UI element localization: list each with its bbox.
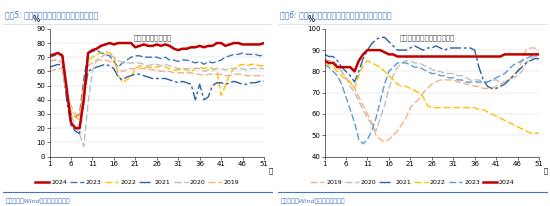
Text: 开工率：涤纶长丝；江浙地区: 开工率：涤纶长丝；江浙地区 (400, 34, 455, 41)
Legend: 2024, 2023, 2022, 2021, 2020, 2019: 2024, 2023, 2022, 2021, 2020, 2019 (35, 180, 240, 185)
Text: 开工率：汽车半钢胎: 开工率：汽车半钢胎 (133, 34, 172, 41)
Text: 图表5: 近半月汽车半钢胎开工率进一步回升: 图表5: 近半月汽车半钢胎开工率进一步回升 (6, 10, 98, 19)
Text: 图表6: 近半月江浙地区涤纶长丝开工率均值延续微升: 图表6: 近半月江浙地区涤纶长丝开工率均值延续微升 (280, 10, 392, 19)
Text: 周: 周 (543, 168, 547, 174)
Text: 资料来源：Wind，国盛证券研究所: 资料来源：Wind，国盛证券研究所 (6, 198, 70, 204)
Text: %: % (308, 15, 315, 24)
Text: 周: 周 (268, 168, 272, 174)
Text: 资料来源：Wind，国盛证券研究所: 资料来源：Wind，国盛证券研究所 (280, 198, 345, 204)
Legend: 2019, 2020, 2021, 2022, 2023, 2024: 2019, 2020, 2021, 2022, 2023, 2024 (310, 180, 515, 185)
Text: %: % (33, 15, 40, 24)
